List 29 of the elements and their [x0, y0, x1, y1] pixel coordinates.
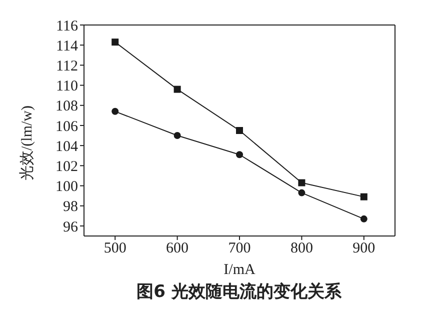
x-tick-label: 900	[352, 240, 376, 257]
point	[236, 151, 243, 158]
y-tick-label: 98	[63, 199, 78, 216]
point	[298, 189, 306, 196]
x-tick-label: 800	[290, 240, 313, 257]
point	[112, 38, 119, 46]
y-tick-label: 96	[63, 219, 78, 236]
y-tick-label: 100	[56, 179, 78, 196]
y-tick-label: 104	[56, 138, 78, 155]
x-axis-title: I/mA	[224, 262, 256, 278]
y-tick-label: 116	[56, 18, 78, 34]
point	[360, 215, 368, 222]
point	[174, 132, 181, 140]
x-tick-label: 700	[228, 240, 251, 257]
y-tick-label: 114	[56, 38, 78, 54]
x-tick-label: 600	[166, 240, 189, 257]
y-axis-title: 光效/(lm/w)	[18, 106, 36, 180]
y-tick-label: 110	[56, 78, 78, 95]
caption: 图6 光效随电流的变化关系	[136, 281, 342, 303]
x-tick-label: 500	[104, 240, 126, 257]
point	[298, 179, 306, 186]
point	[112, 108, 119, 115]
point	[236, 127, 243, 134]
point	[174, 86, 181, 93]
y-tick-label: 106	[56, 118, 78, 135]
y-tick-label: 112	[56, 58, 78, 75]
y-tick-label: 108	[56, 98, 78, 115]
point	[360, 193, 368, 200]
y-tick-label: 102	[56, 158, 78, 175]
